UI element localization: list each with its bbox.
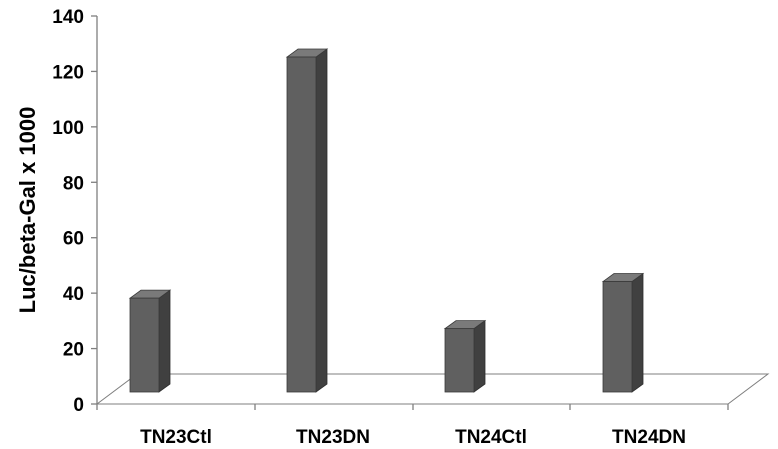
- bar-TN24Ctl: [443, 319, 487, 393]
- bars: [128, 48, 645, 393]
- bar-TN23Ctl: [128, 289, 172, 393]
- x-axis-labels: TN23Ctl TN23DN TN24Ctl TN24DN: [140, 427, 686, 448]
- y-tick-label: 80: [63, 173, 84, 194]
- bar-TN24DN: [601, 272, 645, 393]
- y-tick-label: 20: [63, 340, 84, 361]
- floor-plane: [95, 373, 770, 405]
- chart-floor: [95, 373, 770, 405]
- y-tick-label: 60: [63, 229, 84, 250]
- x-tick-label: TN24DN: [612, 427, 686, 448]
- bar-side: [631, 272, 644, 393]
- bar-front: [602, 281, 633, 393]
- bar-side: [473, 319, 486, 393]
- bar-front: [444, 328, 475, 393]
- bar-side: [158, 289, 171, 393]
- x-tick-label: TN23DN: [296, 427, 370, 448]
- y-tick-label: 0: [73, 395, 84, 416]
- bar-TN23DN: [285, 48, 329, 393]
- y-axis-label: Luc/beta-Gal x 1000: [15, 107, 40, 314]
- y-tick-label: 40: [63, 284, 84, 305]
- bar-front: [286, 56, 317, 393]
- y-tick-label: 120: [52, 62, 84, 83]
- y-tick-label: 140: [52, 7, 84, 28]
- x-tick-label: TN23Ctl: [140, 427, 212, 448]
- bar-front: [129, 297, 160, 393]
- y-tick-label: 100: [52, 118, 84, 139]
- y-axis: 0 20 40 60 80 100 120 140: [52, 7, 729, 416]
- bar-side: [315, 48, 328, 393]
- x-tick-label: TN24Ctl: [455, 427, 527, 448]
